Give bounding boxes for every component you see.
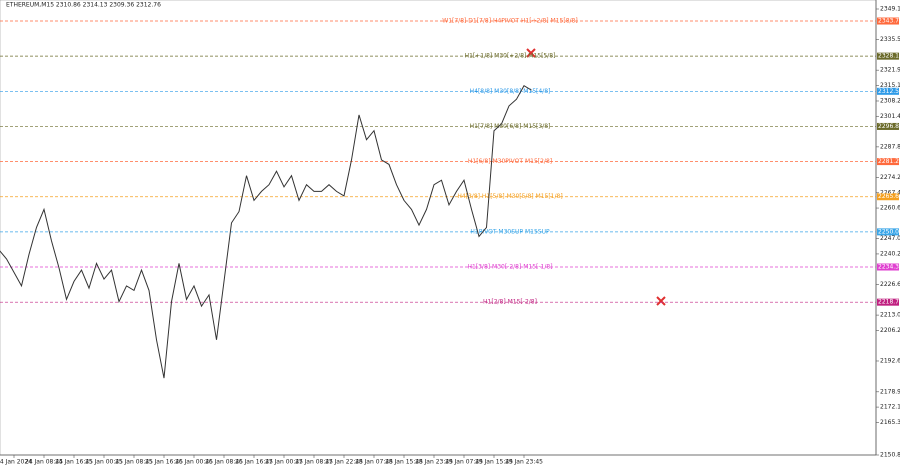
y-tick-label: 2150.80: [880, 452, 900, 459]
level-tag: [877, 228, 899, 236]
plot-area: [0, 0, 877, 456]
level-tag-label: 2328.13: [878, 53, 900, 60]
x-tick-label: 25 Jan 16:45: [145, 459, 183, 466]
y-tick-label: 2274.20: [880, 174, 900, 181]
y-tick-label: 2240.20: [880, 250, 900, 257]
level-tag: [877, 158, 899, 166]
level-label: H4[3/8] H1[5/8] M30[5/8] M15[1/8]: [457, 193, 562, 200]
x-tick-label: 27 Jan 08:45: [295, 459, 333, 466]
y-tick-label: 2213.00: [880, 312, 900, 319]
level-tag-label: 2250.00: [878, 228, 900, 235]
y-tick-label: 2247.00: [880, 235, 900, 242]
x-tick-label: 28 Jan 15:45: [385, 459, 423, 466]
y-tick-label: 2301.40: [880, 113, 900, 120]
x-tick-label: 25 Jan 00:45: [85, 459, 123, 466]
y-tick-label: 2315.10: [880, 82, 900, 89]
level-label: H1[6/8] M30PIVOT M15[2/8]: [468, 158, 552, 165]
level-label: H1[3/8] M30[-2/8] M15[-1/8]: [467, 264, 552, 271]
level-tag-label: 2234.38: [878, 264, 900, 271]
y-tick-label: 2335.50: [880, 36, 900, 43]
x-tick-label: 24 Jan 2024: [0, 459, 32, 466]
level-tag-label: 2343.75: [878, 18, 900, 25]
level-tag: [877, 122, 899, 130]
level-tag: [877, 193, 899, 201]
cross-marker: [526, 48, 536, 58]
level-tag-label: 2312.50: [878, 88, 900, 95]
y-tick-label: 2287.80: [880, 143, 900, 150]
x-tick-label: 27 Jan 00:45: [265, 459, 303, 466]
level-tag: [877, 52, 899, 60]
y-tick-label: 2192.60: [880, 357, 900, 364]
x-tick-label: 28 Jan 07:45: [355, 459, 393, 466]
x-tick-label: 29 Jan 23:45: [505, 459, 543, 466]
level-label: H1[+1/8] M30[+2/8] M15[5/8]: [465, 53, 556, 60]
level-tag: [877, 17, 899, 25]
cross-marker: [656, 296, 666, 306]
y-tick-label: 2260.60: [880, 205, 900, 212]
level-tag: [877, 263, 899, 271]
y-tick-label: 2178.90: [880, 388, 900, 395]
level-label: H1PIVOT M30SUP M15SUP: [470, 228, 550, 235]
level-tag-label: 2265.63: [878, 193, 900, 200]
y-tick-label: 2267.40: [880, 189, 900, 196]
y-tick-label: 2226.60: [880, 281, 900, 288]
level-tag-label: 2218.75: [878, 299, 900, 306]
chart-title: ETHEREUM,M15 2310.86 2314.13 2309.36 231…: [6, 2, 161, 9]
level-tag-label: 2281.25: [878, 158, 900, 165]
level-label: H1[2/8] M15[-2/8]: [483, 299, 537, 306]
y-tick-label: 2172.10: [880, 404, 900, 411]
x-tick-label: 26 Jan 16:45: [235, 459, 273, 466]
level-tag-label: 2296.88: [878, 123, 900, 130]
level-tag: [877, 87, 899, 95]
x-tick-label: 29 Jan 15:45: [475, 459, 513, 466]
x-tick-label: 29 Jan 07:45: [445, 459, 483, 466]
x-tick-label: 28 Jan 23:45: [415, 459, 453, 466]
y-tick-label: 2165.30: [880, 419, 900, 426]
y-tick-label: 2349.10: [880, 5, 900, 12]
y-tick-label: 2206.20: [880, 327, 900, 334]
y-tick-label: 2321.90: [880, 67, 900, 74]
price-line: [0, 85, 532, 379]
x-tick-label: 27 Jan 22:45: [325, 459, 363, 466]
x-tick-label: 26 Jan 08:45: [205, 459, 243, 466]
level-label: H4[8/8] M30[8/8] M15[4/8]: [470, 88, 551, 95]
level-label: H1[7/8] M30[6/8] M15[3/8]: [470, 123, 551, 130]
x-tick-label: 24 Jan 16:45: [55, 459, 93, 466]
x-tick-label: 25 Jan 08:45: [115, 459, 153, 466]
x-tick-label: 24 Jan 08:45: [25, 459, 63, 466]
level-tag: [877, 298, 899, 306]
level-label: W1[7/8] D1[7/8] H4PIVOT H1[+2/8] M15[8/8…: [442, 18, 577, 25]
y-tick-label: 2308.20: [880, 97, 900, 104]
x-tick-label: 26 Jan 00:45: [175, 459, 213, 466]
